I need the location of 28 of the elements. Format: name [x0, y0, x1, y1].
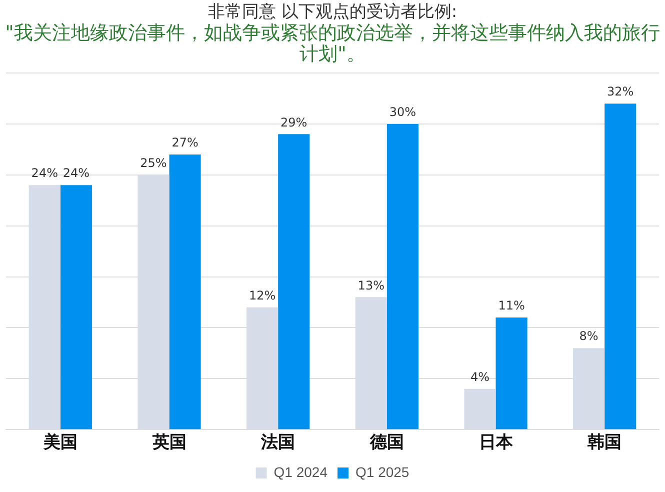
data-label: 11%	[498, 298, 525, 313]
data-label: 27%	[172, 136, 198, 150]
data-label: 32%	[607, 84, 634, 99]
data-label: 24%	[31, 166, 58, 180]
data-label: 29%	[280, 115, 308, 130]
data-label: 24%	[62, 166, 90, 180]
bar	[604, 104, 636, 430]
chart-title: 非常同意 以下观点的受访者比例:	[206, 2, 458, 23]
legend-label: Q1 2024	[274, 464, 328, 480]
data-label: 4%	[470, 370, 490, 384]
data-label: 25%	[140, 156, 167, 170]
data-label: 13%	[358, 278, 384, 292]
bar	[496, 318, 528, 430]
x-tick-label: 德国	[368, 432, 404, 452]
x-tick-label: 美国	[42, 432, 78, 452]
bar	[278, 134, 310, 430]
x-tick-label: 法国	[260, 432, 296, 452]
x-tick-label: 英国	[151, 432, 186, 452]
chart-subtitle: "我关注地缘政治事件，如战争或紧张的政治选举，并将这些事件纳入我的旅行计划"。	[4, 22, 661, 65]
x-tick-label: 韩国	[586, 432, 622, 452]
bar	[386, 124, 418, 430]
bar	[60, 185, 92, 430]
x-tick-label: 日本	[478, 432, 514, 452]
bar	[169, 154, 201, 430]
data-label: 12%	[248, 288, 276, 302]
data-label: 30%	[389, 105, 416, 120]
data-label: 8%	[579, 329, 598, 344]
legend-label: Q1 2025	[356, 464, 410, 480]
